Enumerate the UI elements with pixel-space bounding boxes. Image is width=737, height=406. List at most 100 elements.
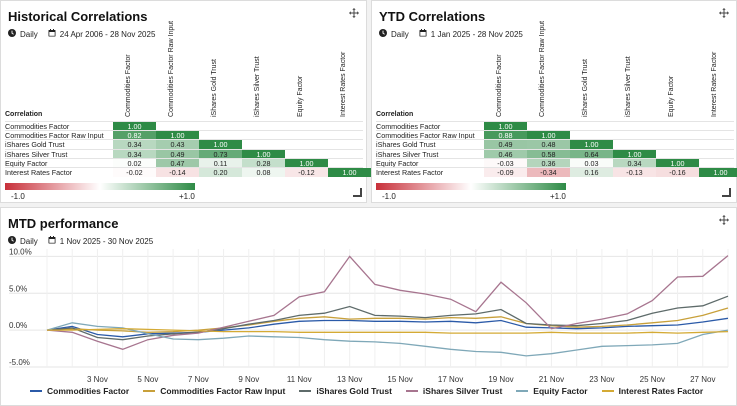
x-tick-label: 25 Nov bbox=[640, 375, 665, 384]
matrix-cell[interactable]: -0.12 bbox=[285, 167, 328, 177]
column-header: Commodities Factor Raw Input bbox=[156, 21, 199, 119]
matrix-cell[interactable]: 0.03 bbox=[570, 158, 613, 168]
matrix-cell[interactable]: -0.03 bbox=[484, 158, 527, 168]
matrix-cell[interactable]: -0.16 bbox=[656, 167, 699, 177]
table-row: Commodities Factor 1.00 bbox=[376, 121, 734, 131]
move-icon[interactable] bbox=[719, 8, 729, 18]
date-range[interactable]: 1 Nov 2025 - 30 Nov 2025 bbox=[59, 236, 154, 246]
matrix-cell[interactable]: -0.09 bbox=[484, 167, 527, 177]
row-label: Commodities Factor Raw Input bbox=[376, 131, 475, 141]
matrix-cell[interactable]: 0.16 bbox=[570, 167, 613, 177]
series-line-5[interactable] bbox=[47, 328, 729, 334]
matrix-cell[interactable]: 0.28 bbox=[242, 158, 285, 168]
series-line-4[interactable] bbox=[46, 322, 729, 357]
row-label: Interest Rates Factor bbox=[5, 167, 73, 177]
matrix-cell[interactable]: 1.00 bbox=[527, 131, 570, 141]
column-header: Interest Rates Factor bbox=[328, 51, 371, 119]
matrix-cell[interactable]: 1.00 bbox=[328, 167, 371, 177]
legend-label: iShares Silver Trust bbox=[422, 386, 503, 396]
table-row: Equity Factor -0.03 0.36 0.03 0.34 1.00 bbox=[376, 157, 734, 168]
x-tick-label: 21 Nov bbox=[539, 375, 564, 384]
legend-swatch bbox=[601, 390, 614, 392]
legend-item[interactable]: iShares Silver Trust bbox=[405, 386, 503, 396]
matrix-cell[interactable]: 1.00 bbox=[156, 131, 199, 141]
resize-handle[interactable] bbox=[722, 188, 731, 197]
series-line-2[interactable] bbox=[46, 295, 729, 341]
correlation-label: Correlation bbox=[5, 111, 43, 118]
matrix-cell[interactable]: 0.20 bbox=[199, 167, 242, 177]
legend-item[interactable]: Equity Factor bbox=[516, 386, 588, 396]
legend-item[interactable]: Interest Rates Factor bbox=[601, 386, 704, 396]
table-row: iShares Silver Trust 0.46 0.58 0.64 1.00 bbox=[376, 148, 734, 159]
matrix-cell[interactable]: -0.02 bbox=[113, 167, 156, 177]
matrix-cell[interactable]: 0.34 bbox=[113, 149, 156, 159]
table-row: Commodities Factor Raw Input 0.82 1.00 bbox=[5, 130, 363, 141]
matrix-cell[interactable]: -0.14 bbox=[156, 167, 199, 177]
matrix-cell[interactable]: 0.47 bbox=[156, 158, 199, 168]
legend-item[interactable]: iShares Gold Trust bbox=[299, 386, 392, 396]
matrix-cell[interactable]: 0.58 bbox=[527, 149, 570, 159]
frequency-label[interactable]: Daily bbox=[20, 29, 38, 39]
calendar-icon bbox=[48, 236, 56, 246]
matrix-cell[interactable]: 0.73 bbox=[199, 149, 242, 159]
row-label: iShares Silver Trust bbox=[376, 149, 439, 159]
series-line-1[interactable] bbox=[46, 307, 729, 333]
matrix-cell[interactable]: 0.46 bbox=[484, 149, 527, 159]
matrix-cell[interactable]: -0.13 bbox=[613, 167, 656, 177]
matrix-cell[interactable]: 0.48 bbox=[527, 140, 570, 150]
row-label: Commodities Factor bbox=[376, 122, 441, 131]
table-row: Equity Factor 0.02 0.47 0.11 0.28 1.00 bbox=[5, 157, 363, 168]
matrix-cell[interactable]: 1.00 bbox=[656, 158, 699, 168]
matrix-cell[interactable]: 1.00 bbox=[285, 158, 328, 168]
legend-swatch bbox=[143, 390, 156, 392]
historical-subtitle: Daily 24 Apr 2006 - 28 Nov 2025 bbox=[8, 29, 155, 39]
row-label: iShares Gold Trust bbox=[376, 140, 436, 150]
matrix-cell[interactable]: 0.08 bbox=[242, 167, 285, 177]
legend-item[interactable]: Commodities Factor bbox=[30, 386, 129, 396]
date-range[interactable]: 24 Apr 2006 - 28 Nov 2025 bbox=[59, 29, 156, 39]
move-icon[interactable] bbox=[719, 215, 729, 225]
series-line-0[interactable] bbox=[46, 317, 729, 338]
frequency-label[interactable]: Daily bbox=[391, 29, 409, 39]
color-scale bbox=[5, 183, 195, 190]
matrix-cell[interactable]: -0.34 bbox=[527, 167, 570, 177]
matrix-cell[interactable]: 1.00 bbox=[242, 149, 285, 159]
matrix-cell[interactable]: 1.00 bbox=[699, 167, 737, 177]
legend-label: iShares Gold Trust bbox=[316, 386, 392, 396]
matrix-grid: Commodities Factor 1.00 Commodities Factor… bbox=[5, 121, 371, 177]
x-tick-label: 19 Nov bbox=[488, 375, 513, 384]
move-icon[interactable] bbox=[349, 8, 359, 18]
matrix-cell[interactable]: 1.00 bbox=[613, 149, 656, 159]
matrix-cell[interactable]: 0.34 bbox=[613, 158, 656, 168]
matrix-cell[interactable]: 0.43 bbox=[156, 140, 199, 150]
legend-label: Interest Rates Factor bbox=[618, 386, 704, 396]
mtd-line-chart[interactable]: 10.0% 5.0% 0.0% -5.0% 3 Nov 5 Nov 7 Nov 9 Nov 11… bbox=[1, 245, 737, 390]
matrix-cell[interactable]: 0.36 bbox=[527, 158, 570, 168]
matrix-cell[interactable]: 0.02 bbox=[113, 158, 156, 168]
matrix-cell[interactable]: 1.00 bbox=[484, 122, 527, 131]
row-label: Commodities Factor Raw Input bbox=[5, 131, 104, 141]
matrix-cell[interactable]: 0.34 bbox=[113, 140, 156, 150]
table-row: Interest Rates Factor -0.09 -0.34 0.16 -0.13… bbox=[376, 166, 737, 177]
matrix-cell[interactable]: 1.00 bbox=[570, 140, 613, 150]
resize-handle[interactable] bbox=[353, 188, 362, 197]
date-range[interactable]: 1 Jan 2025 - 28 Nov 2025 bbox=[430, 29, 523, 39]
y-tick-label: 10.0% bbox=[9, 247, 32, 256]
matrix-cell[interactable]: 0.82 bbox=[113, 131, 156, 141]
matrix-cell[interactable]: 0.88 bbox=[484, 131, 527, 141]
matrix-cell[interactable]: 0.64 bbox=[570, 149, 613, 159]
legend-label: Commodities Factor Raw Input bbox=[160, 386, 286, 396]
series-line-3[interactable] bbox=[46, 255, 729, 350]
column-header-label: iShares Gold Trust bbox=[211, 59, 218, 117]
matrix-cell[interactable]: 0.11 bbox=[199, 158, 242, 168]
matrix-cell[interactable]: 0.49 bbox=[156, 149, 199, 159]
column-header: Commodities Factor Raw Input bbox=[527, 21, 570, 119]
legend-swatch bbox=[516, 390, 529, 392]
matrix-cell[interactable]: 1.00 bbox=[113, 122, 156, 131]
x-tick-label: 23 Nov bbox=[589, 375, 614, 384]
frequency-label[interactable]: Daily bbox=[20, 236, 38, 246]
matrix-cell[interactable]: 1.00 bbox=[199, 140, 242, 150]
legend-item[interactable]: Commodities Factor Raw Input bbox=[143, 386, 285, 396]
matrix-cell[interactable]: 0.49 bbox=[484, 140, 527, 150]
color-scale bbox=[376, 183, 566, 190]
